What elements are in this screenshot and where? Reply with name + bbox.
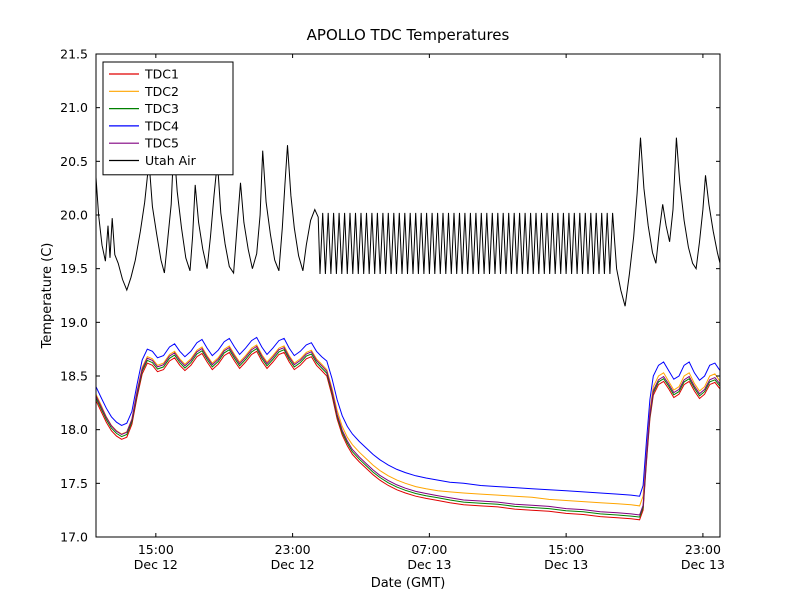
y-tick-label: 20.0 xyxy=(60,208,88,223)
x-tick-label-time: 23:00 xyxy=(685,542,721,557)
x-tick-label-time: 15:00 xyxy=(548,542,584,557)
legend-label: Utah Air xyxy=(145,153,197,168)
y-tick-label: 21.5 xyxy=(60,47,88,62)
x-axis-label: Date (GMT) xyxy=(371,576,446,591)
x-tick-label-date: Dec 13 xyxy=(407,557,451,572)
legend-label: TDC4 xyxy=(144,118,179,133)
plot-frame xyxy=(95,53,721,538)
x-tick-label-date: Dec 13 xyxy=(681,557,725,572)
x-tick-label-date: Dec 12 xyxy=(271,557,315,572)
y-tick-label: 17.0 xyxy=(60,530,88,545)
legend-label: TDC2 xyxy=(144,84,179,99)
y-tick-label: 21.0 xyxy=(60,100,88,115)
x-tick-label-time: 07:00 xyxy=(411,542,447,557)
series-line-tdc5 xyxy=(95,345,721,516)
x-tick-label-date: Dec 13 xyxy=(544,557,588,572)
y-axis-label: Temperature (C) xyxy=(40,243,55,350)
legend-box xyxy=(102,61,234,176)
x-tick-label-time: 23:00 xyxy=(275,542,311,557)
x-tick-label-date: Dec 12 xyxy=(134,557,178,572)
chart-title: APOLLO TDC Temperatures xyxy=(307,26,510,44)
series-line-tdc2 xyxy=(95,344,721,507)
series-line-tdc4 xyxy=(95,336,721,497)
x-tick-label-time: 15:00 xyxy=(138,542,174,557)
plot-area xyxy=(95,137,721,521)
legend-label: TDC5 xyxy=(144,136,179,151)
y-tick-label: 17.5 xyxy=(60,476,88,491)
legend-label: TDC1 xyxy=(144,67,179,82)
axes: 17.0 17.5 18.0 18.5 19.0 19.5 20.0 20.5 21.0 21.5… xyxy=(60,47,725,573)
y-tick-label: 18.0 xyxy=(60,422,88,437)
y-tick-label: 19.0 xyxy=(60,315,88,330)
y-tick-label: 18.5 xyxy=(60,369,88,384)
y-tick-label: 19.5 xyxy=(60,261,88,276)
series-line-utah-air xyxy=(95,137,721,307)
legend-label: TDC3 xyxy=(144,101,179,116)
legend: TDC1 TDC2 TDC3 TDC4 TDC5 Utah Air xyxy=(102,61,234,176)
series-line-tdc3 xyxy=(95,347,721,518)
y-tick-label: 20.5 xyxy=(60,154,88,169)
